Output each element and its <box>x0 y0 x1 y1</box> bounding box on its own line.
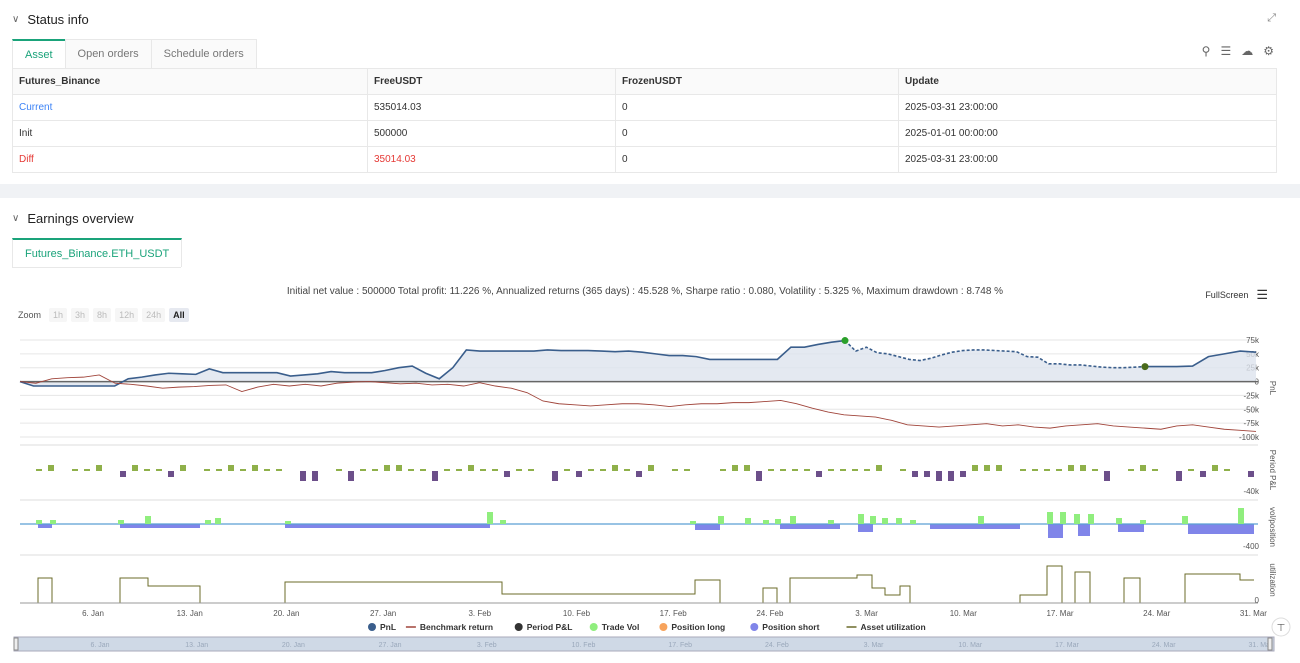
free-value: 35014.03 <box>367 146 616 173</box>
free-value: 500000 <box>367 120 616 147</box>
frozen-value: 0 <box>615 120 899 147</box>
gear-icon[interactable]: ⚙ <box>1263 44 1274 58</box>
zoom-bar: Zoom 1h 3h 8h 12h 24h All <box>18 308 189 322</box>
summary-line: Initial net value : 500000 Total profit:… <box>286 286 1004 297</box>
zoom-label: Zoom <box>18 310 42 320</box>
zoom-12h[interactable]: 12h <box>115 308 139 322</box>
fullscreen-control[interactable]: FullScreen ☰ <box>1205 287 1268 303</box>
row-label: Diff <box>12 146 368 173</box>
status-tabs: Asset Open orders Schedule orders <box>12 39 257 69</box>
table-row: Diff 35014.03 0 2025-03-31 23:00:00 <box>12 146 1277 173</box>
column-header[interactable]: Update <box>898 68 1277 95</box>
earnings-tabs: Futures_Binance.ETH_USDT <box>12 238 183 268</box>
zoom-all[interactable]: All <box>169 308 189 322</box>
table-header-row: Futures_Binance FreeUSDT FrozenUSDT Upda… <box>12 68 1277 95</box>
tab-eth-usdt[interactable]: Futures_Binance.ETH_USDT <box>12 238 183 267</box>
hamburger-icon[interactable]: ☰ <box>1256 287 1268 302</box>
tab-asset[interactable]: Asset <box>12 39 66 68</box>
frozen-value: 0 <box>615 146 899 173</box>
row-label: Current <box>12 94 368 121</box>
zoom-8h[interactable]: 8h <box>93 308 112 322</box>
zoom-3h[interactable]: 3h <box>71 308 90 322</box>
column-header[interactable]: Futures_Binance <box>12 68 368 95</box>
column-header[interactable]: FreeUSDT <box>367 68 616 95</box>
menu-icon[interactable]: ☰ <box>1220 44 1232 58</box>
status-header[interactable]: ∨ Status info <box>12 12 89 27</box>
cloud-icon[interactable]: ☁ <box>1241 44 1254 58</box>
status-toolbar: ⚲ ☰ ☁ ⚙ <box>1202 44 1274 58</box>
asset-table: Futures_Binance FreeUSDT FrozenUSDT Upda… <box>12 68 1277 173</box>
tab-schedule-orders[interactable]: Schedule orders <box>150 39 257 68</box>
update-value: 2025-03-31 23:00:00 <box>898 146 1277 173</box>
earnings-header[interactable]: ∨ Earnings overview <box>12 211 134 226</box>
search-icon[interactable]: ⚲ <box>1201 44 1211 58</box>
fullscreen-label[interactable]: FullScreen <box>1205 290 1249 300</box>
earnings-panel: ∨ Earnings overview Futures_Binance.ETH_… <box>0 198 1300 663</box>
free-value: 535014.03 <box>367 94 616 121</box>
earnings-title: Earnings overview <box>27 211 134 226</box>
tab-open-orders[interactable]: Open orders <box>64 39 152 68</box>
column-header[interactable]: FrozenUSDT <box>615 68 899 95</box>
collapse-icon[interactable]: ⤢ <box>1267 12 1276 24</box>
frozen-value: 0 <box>615 94 899 121</box>
update-value: 2025-01-01 00:00:00 <box>898 120 1277 147</box>
table-row: Init 500000 0 2025-01-01 00:00:00 <box>12 120 1277 147</box>
row-label: Init <box>12 120 368 147</box>
chevron-down-icon[interactable]: ∨ <box>12 213 20 224</box>
status-title: Status info <box>27 12 89 27</box>
status-panel: ∨ Status info ⤢ Asset Open orders Schedu… <box>0 0 1300 184</box>
table-row: Current 535014.03 0 2025-03-31 23:00:00 <box>12 94 1277 121</box>
chevron-down-icon[interactable]: ∨ <box>12 14 20 25</box>
zoom-24h[interactable]: 24h <box>142 308 166 322</box>
zoom-1h[interactable]: 1h <box>49 308 68 322</box>
update-value: 2025-03-31 23:00:00 <box>898 94 1277 121</box>
